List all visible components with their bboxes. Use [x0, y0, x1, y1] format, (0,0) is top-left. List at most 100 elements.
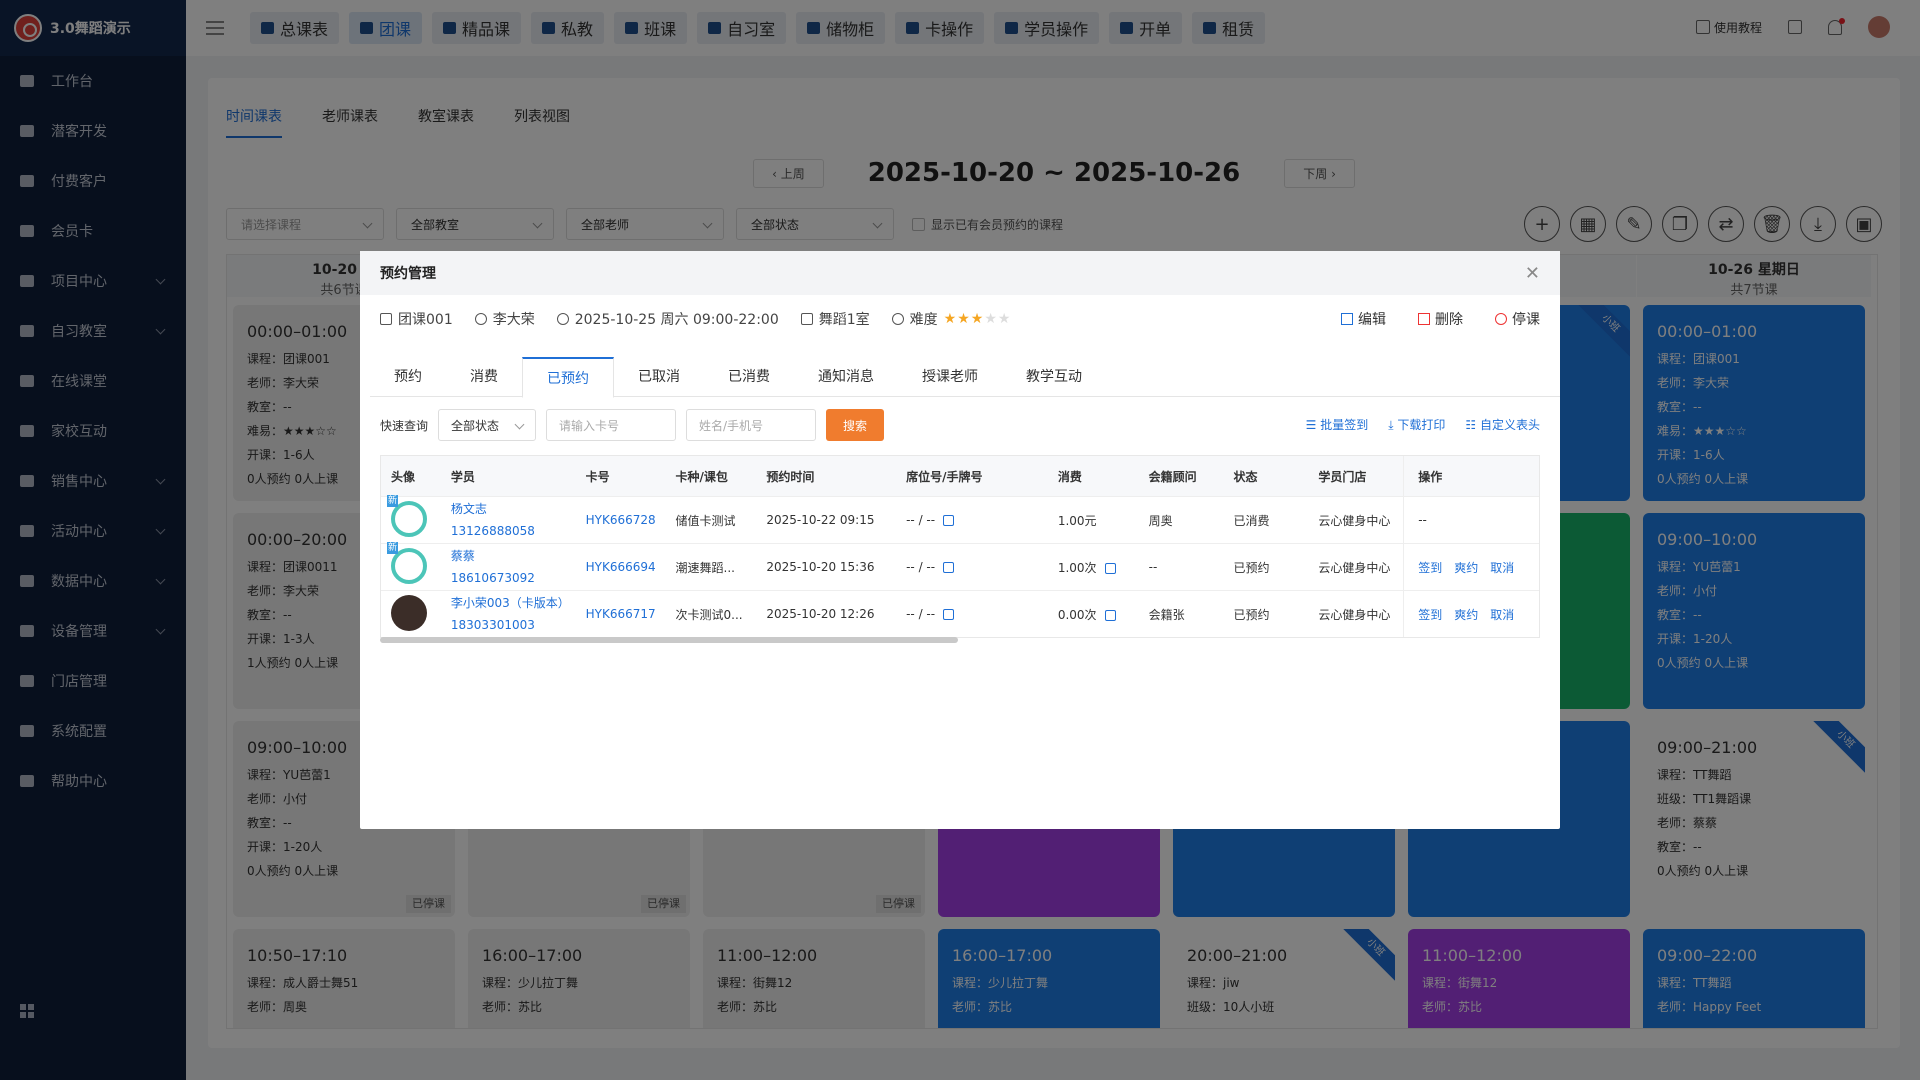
seat-cell: -- / -- [906, 560, 1058, 574]
booking-time: 2025-10-20 12:26 [766, 607, 875, 621]
cost-value: 1.00次 [1057, 560, 1097, 575]
avatar [387, 494, 427, 537]
sign-in-link[interactable]: 签到 [1418, 607, 1443, 622]
column-header: 预约时间 [766, 469, 815, 484]
column-header: 卡种/课包 [675, 469, 728, 484]
seat-cell: -- / -- [906, 607, 1058, 621]
stop-class-button[interactable]: 停课 [1495, 309, 1540, 329]
card-number[interactable]: HYK666694 [585, 560, 656, 574]
course-name-text: 团课001 [398, 312, 453, 328]
seat-number: -- / -- [906, 513, 936, 527]
status: 已消费 [1233, 513, 1270, 528]
course-room: 舞蹈1室 [800, 309, 870, 329]
card-number-input[interactable]: 请输入卡号 [546, 409, 677, 441]
custom-header-link[interactable]: ☷ 自定义表头 [1465, 418, 1540, 432]
operations-cell: 签到 爽约 取消 [1403, 591, 1539, 637]
advisor: -- [1148, 560, 1158, 574]
student-phone[interactable]: 13126888058 [450, 524, 535, 538]
modal-tab[interactable]: 预约 [394, 369, 422, 385]
no-show-link[interactable]: 爽约 [1454, 560, 1479, 575]
status: 已预约 [1233, 607, 1270, 622]
course-difficulty: 难度 ★★★★★ [891, 309, 1012, 329]
student-store: 云心健身中心 [1318, 513, 1391, 528]
seat-number: -- / -- [906, 607, 936, 621]
name-phone-input[interactable]: 姓名/手机号 [686, 409, 817, 441]
advisor: 会籍张 [1148, 607, 1185, 622]
edit-seat-icon[interactable] [943, 515, 955, 526]
cancel-link[interactable]: 取消 [1490, 607, 1515, 622]
course-room-text: 舞蹈1室 [818, 312, 870, 328]
trash-icon [1418, 313, 1430, 325]
avatar [391, 594, 427, 631]
user-icon [474, 313, 487, 325]
edit-cost-icon[interactable] [1104, 562, 1116, 574]
student-name[interactable]: 李小荣003（卡版本） [450, 596, 570, 610]
modal-title: 预约管理 [380, 266, 436, 282]
column-header: 学员 [450, 469, 475, 484]
card-type: 次卡测试0... [675, 607, 743, 622]
course-info: 团课001 李大荣 2025-10-25 周六 09:00-22:00 舞蹈1室… [380, 309, 1011, 329]
star-filled-icon: ★ [943, 311, 958, 327]
table-scrollbar[interactable] [380, 637, 958, 643]
student-cell: 李小荣003（卡版本） 18303301003 [451, 592, 586, 636]
card-type: 潮速舞蹈... [675, 560, 735, 575]
avatar-cell [381, 594, 451, 634]
advisor: 周奥 [1148, 513, 1173, 528]
student-store: 云心健身中心 [1318, 560, 1391, 575]
modal-actions: 编辑 删除 停课 [1341, 309, 1540, 329]
column-header: 操作 [1403, 456, 1539, 496]
modal-header: 预约管理 ✕ [360, 251, 1560, 295]
column-header: 消费 [1057, 469, 1082, 484]
stop-label: 停课 [1512, 312, 1540, 328]
booking-time: 2025-10-22 09:15 [766, 513, 875, 527]
column-header: 卡号 [585, 469, 610, 484]
column-header: 头像 [391, 469, 416, 484]
status-select[interactable]: 全部状态 [438, 409, 537, 441]
search-button[interactable]: 搜索 [826, 409, 885, 441]
course-name: 团课001 [380, 309, 453, 329]
modal-tab[interactable]: 授课老师 [922, 369, 978, 385]
student-phone[interactable]: 18303301003 [450, 618, 535, 632]
seat-cell: -- / -- [906, 513, 1058, 527]
modal-tab[interactable]: 教学互动 [1026, 369, 1082, 385]
status: 已预约 [1233, 560, 1270, 575]
book-icon [380, 313, 392, 325]
edit-button[interactable]: 编辑 [1341, 309, 1386, 329]
clock-icon [556, 313, 569, 325]
batch-sign-link[interactable]: ☰ 批量签到 [1305, 418, 1369, 432]
bookings-table: 头像 学员 卡号 卡种/课包 预约时间 席位号/手牌号 消费 会籍顾问 状态 学员门店 操作杨文志 1… [380, 455, 1540, 638]
modal-tab[interactable]: 已预约 [522, 357, 614, 398]
modal-tab[interactable]: 已消费 [728, 369, 770, 385]
edit-seat-icon[interactable] [943, 609, 955, 620]
avatar-cell [381, 494, 451, 540]
student-name[interactable]: 蔡蔡 [450, 549, 475, 563]
course-time-text: 2025-10-25 周六 09:00-22:00 [574, 312, 779, 328]
quick-query-label: 快速查询 [380, 418, 429, 433]
sign-in-link[interactable]: 签到 [1418, 560, 1443, 575]
star-empty-icon: ★ [997, 311, 1012, 327]
close-icon[interactable]: ✕ [1524, 263, 1540, 284]
course-time: 2025-10-25 周六 09:00-22:00 [556, 309, 779, 329]
card-number[interactable]: HYK666728 [585, 513, 656, 527]
modal-tab[interactable]: 通知消息 [818, 369, 874, 385]
booking-modal: 预约管理 ✕ 团课001 李大荣 2025-10-25 周六 09:00-22:… [360, 251, 1560, 829]
student-cell: 杨文志 13126888058 [451, 498, 586, 542]
card-number[interactable]: HYK666717 [585, 607, 656, 621]
edit-icon [1341, 313, 1353, 325]
modal-tab[interactable]: 消费 [470, 369, 498, 385]
table-header: 头像 学员 卡号 卡种/课包 预约时间 席位号/手牌号 消费 会籍顾问 状态 学员门店 操作 [381, 456, 1539, 496]
edit-cost-icon[interactable] [1104, 609, 1116, 621]
no-show-link[interactable]: 爽约 [1454, 607, 1479, 622]
batch-sign-label: 批量签到 [1320, 418, 1369, 432]
download-print-link[interactable]: ⤓ 下载打印 [1388, 418, 1446, 432]
modal-tab[interactable]: 已取消 [638, 369, 680, 385]
edit-seat-icon[interactable] [943, 562, 955, 573]
custom-header-label: 自定义表头 [1479, 418, 1540, 432]
delete-button[interactable]: 删除 [1418, 309, 1463, 329]
cost-cell: 0.00次 [1058, 606, 1149, 623]
student-phone[interactable]: 18610673092 [450, 571, 535, 585]
star-empty-icon: ★ [984, 311, 998, 327]
student-name[interactable]: 杨文志 [450, 502, 487, 516]
cost-cell: 1.00次 [1058, 559, 1149, 576]
cancel-link[interactable]: 取消 [1490, 560, 1515, 575]
